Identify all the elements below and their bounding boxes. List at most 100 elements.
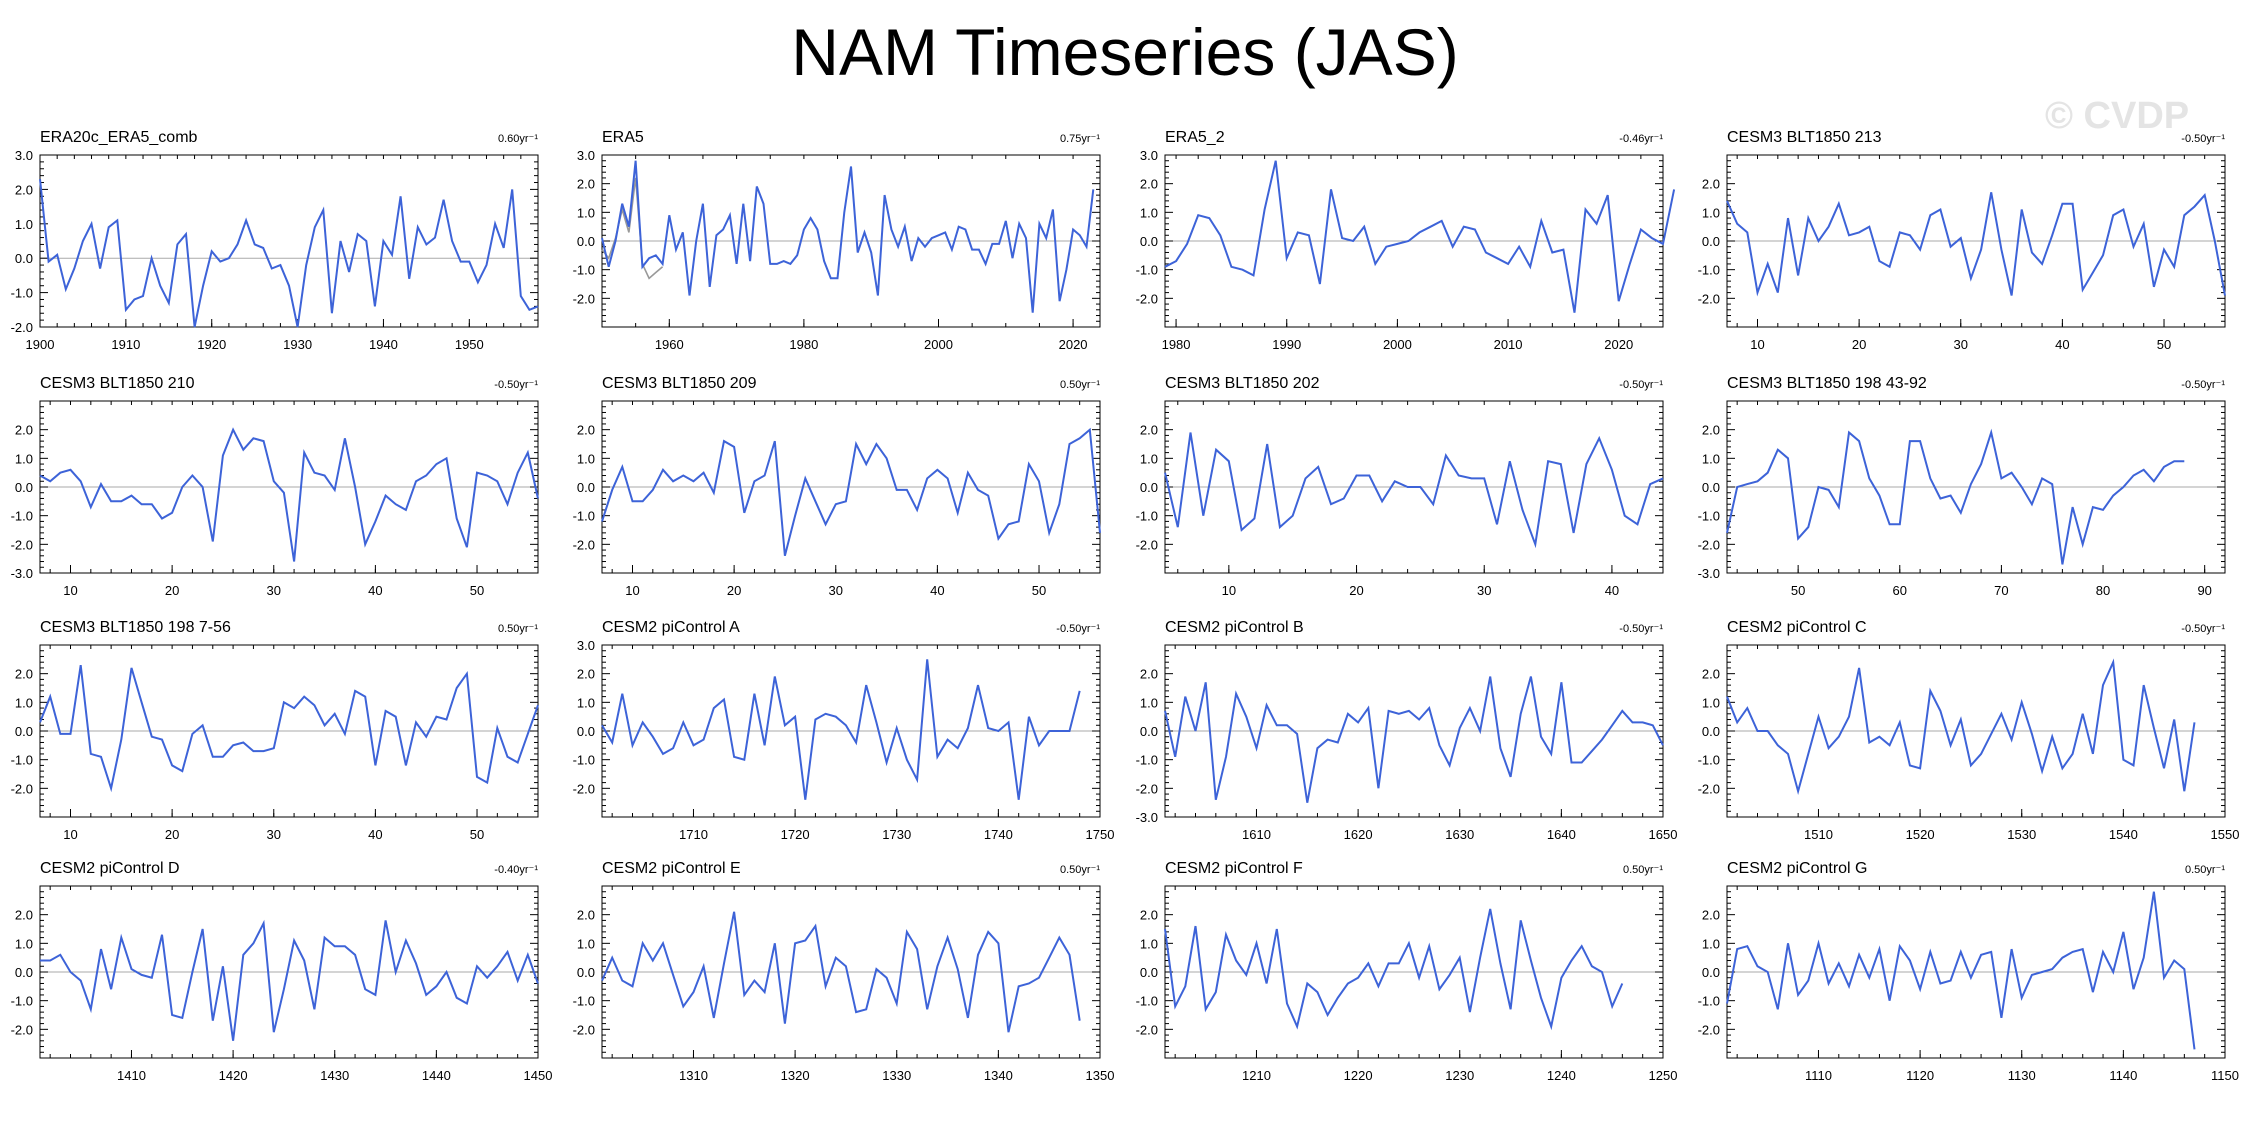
y-tick-label: -1.0 bbox=[573, 753, 595, 768]
x-tick-label: 1710 bbox=[679, 827, 708, 842]
y-tick-label: 2.0 bbox=[577, 667, 595, 682]
x-tick-label: 1350 bbox=[1086, 1068, 1115, 1083]
x-tick-label: 60 bbox=[1893, 583, 1907, 598]
x-tick-label: 1130 bbox=[2008, 1068, 2036, 1083]
x-tick-label: 2020 bbox=[1059, 337, 1088, 352]
y-tick-label: 2.0 bbox=[15, 182, 33, 197]
panel-12: CESM2 piControl C -0.50yr⁻¹ -2.0 -1.0 0.0 1.0… bbox=[1698, 619, 2240, 842]
x-tick-label: 2000 bbox=[924, 337, 953, 352]
panel-7: CESM3 BLT1850 202 -0.50yr⁻¹ -2.0 -1.0 0.0 1.0… bbox=[1136, 375, 1664, 598]
y-tick-label: 3.0 bbox=[15, 148, 33, 163]
y-tick-label: 3.0 bbox=[577, 148, 595, 163]
series-line bbox=[1726, 428, 2185, 565]
series-line bbox=[39, 664, 539, 793]
x-tick-label: 50 bbox=[1791, 583, 1805, 598]
series-line bbox=[1164, 908, 1624, 1031]
y-tick-label: 2.0 bbox=[15, 423, 33, 438]
panel-title: CESM2 piControl C bbox=[1727, 619, 1867, 636]
panel-2: ERA5 0.75yr⁻¹ -2.0 -1.0 0.0 1.0 2.0 3.0 1960 1980… bbox=[573, 129, 1101, 352]
x-tick-label: 1730 bbox=[882, 827, 911, 842]
y-tick-label: -1.0 bbox=[1136, 263, 1158, 278]
x-tick-label: 1430 bbox=[320, 1068, 349, 1083]
x-tick-label: 20 bbox=[165, 827, 179, 842]
x-tick-label: 1950 bbox=[455, 337, 484, 352]
panel-trend: -0.50yr⁻¹ bbox=[2181, 133, 2225, 145]
panel-9: CESM3 BLT1850 198 7-56 0.50yr⁻¹ -2.0 -1.0 0.… bbox=[11, 619, 539, 842]
y-tick-label: 1.0 bbox=[15, 217, 33, 232]
y-tick-label: 0.0 bbox=[577, 965, 595, 980]
y-tick-label: 0.0 bbox=[577, 480, 595, 495]
y-tick-label: -3.0 bbox=[11, 566, 33, 581]
y-tick-label: 1.0 bbox=[15, 695, 33, 710]
y-tick-label: -2.0 bbox=[573, 781, 595, 796]
panel-15: CESM2 piControl F 0.50yr⁻¹ -2.0 -1.0 0.0 1.0 2… bbox=[1136, 860, 1678, 1083]
panel-trend: 0.50yr⁻¹ bbox=[2185, 864, 2225, 876]
x-tick-label: 1750 bbox=[1086, 827, 1115, 842]
x-tick-label: 10 bbox=[63, 583, 77, 598]
y-tick-label: -1.0 bbox=[1136, 994, 1158, 1009]
series-line bbox=[1726, 891, 2196, 1050]
y-tick-label: -1.0 bbox=[1136, 509, 1158, 524]
page-title: NAM Timeseries (JAS) bbox=[791, 15, 1459, 89]
y-tick-label: 2.0 bbox=[1702, 177, 1720, 192]
panel-title: ERA5_2 bbox=[1165, 129, 1225, 146]
x-tick-label: 1330 bbox=[882, 1068, 911, 1083]
y-tick-label: 0.0 bbox=[15, 251, 33, 266]
series-line bbox=[601, 911, 1081, 1033]
x-tick-label: 2000 bbox=[1383, 337, 1412, 352]
x-tick-label: 1920 bbox=[197, 337, 226, 352]
y-tick-label: 1.0 bbox=[577, 451, 595, 466]
panel-trend: -0.50yr⁻¹ bbox=[1056, 623, 1100, 635]
x-tick-label: 1900 bbox=[26, 337, 55, 352]
y-tick-label: -2.0 bbox=[1698, 781, 1720, 796]
panel-title: ERA20c_ERA5_comb bbox=[40, 129, 198, 146]
x-tick-label: 1940 bbox=[369, 337, 398, 352]
panel-title: CESM2 piControl D bbox=[40, 860, 180, 877]
panel-title: CESM3 BLT1850 198 7-56 bbox=[40, 619, 231, 636]
panel-trend: 0.75yr⁻¹ bbox=[1060, 133, 1100, 145]
x-tick-label: 10 bbox=[625, 583, 639, 598]
x-tick-label: 40 bbox=[368, 583, 382, 598]
panel-10: CESM2 piControl A -0.50yr⁻¹ -2.0 -1.0 0.0 1.0… bbox=[573, 619, 1115, 842]
panel-title: ERA5 bbox=[602, 129, 644, 146]
y-tick-label: -2.0 bbox=[573, 1022, 595, 1037]
panel-16: CESM2 piControl G 0.50yr⁻¹ -2.0 -1.0 0.0 1.0 2… bbox=[1698, 860, 2239, 1083]
x-tick-label: 1510 bbox=[1804, 827, 1833, 842]
x-tick-label: 1240 bbox=[1547, 1068, 1576, 1083]
y-tick-label: -3.0 bbox=[1136, 810, 1158, 825]
panel-trend: 0.50yr⁻¹ bbox=[1060, 864, 1100, 876]
y-tick-label: 0.0 bbox=[15, 965, 33, 980]
x-tick-label: 1550 bbox=[2211, 827, 2240, 842]
y-tick-label: -2.0 bbox=[1698, 1022, 1720, 1037]
y-tick-label: 0.0 bbox=[1702, 724, 1720, 739]
x-tick-label: 1610 bbox=[1242, 827, 1271, 842]
panel-title: CESM2 piControl A bbox=[602, 619, 740, 636]
y-tick-label: -1.0 bbox=[573, 509, 595, 524]
panel-3: ERA5_2 -0.46yr⁻¹ -2.0 -1.0 0.0 1.0 2.0 3.0 1980 1… bbox=[1136, 129, 1676, 352]
x-tick-label: 1960 bbox=[655, 337, 684, 352]
x-tick-label: 50 bbox=[470, 583, 484, 598]
y-tick-label: -2.0 bbox=[1136, 1022, 1158, 1037]
y-tick-label: 0.0 bbox=[577, 234, 595, 249]
y-tick-label: 1.0 bbox=[1702, 205, 1720, 220]
x-tick-label: 1530 bbox=[2007, 827, 2036, 842]
y-tick-label: 2.0 bbox=[577, 423, 595, 438]
y-tick-label: 0.0 bbox=[15, 724, 33, 739]
y-tick-label: 2.0 bbox=[1140, 423, 1158, 438]
x-tick-label: 1640 bbox=[1547, 827, 1576, 842]
y-tick-label: 0.0 bbox=[1702, 480, 1720, 495]
panel-trend: -0.50yr⁻¹ bbox=[2181, 623, 2225, 635]
y-tick-label: 1.0 bbox=[15, 936, 33, 951]
y-tick-label: -1.0 bbox=[573, 263, 595, 278]
x-tick-label: 30 bbox=[267, 827, 281, 842]
y-tick-label: 2.0 bbox=[1140, 177, 1158, 192]
x-tick-label: 10 bbox=[1750, 337, 1764, 352]
y-tick-label: -2.0 bbox=[573, 291, 595, 306]
panel-1: ERA20c_ERA5_comb 0.60yr⁻¹ -2.0 -1.0 0.0 1.0 2.… bbox=[11, 129, 539, 352]
panel-title: CESM2 piControl G bbox=[1727, 860, 1868, 877]
x-tick-label: 50 bbox=[2157, 337, 2171, 352]
x-tick-label: 1720 bbox=[781, 827, 810, 842]
x-tick-label: 10 bbox=[63, 827, 77, 842]
y-tick-label: -2.0 bbox=[1136, 781, 1158, 796]
